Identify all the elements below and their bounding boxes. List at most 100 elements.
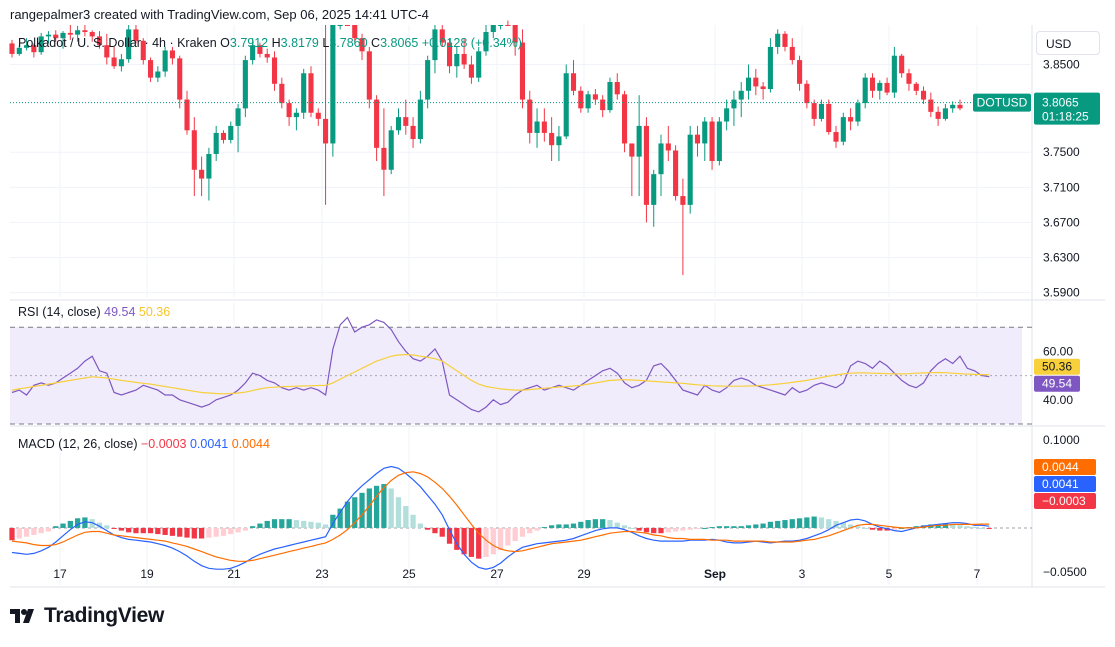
macd-histogram-bar [454, 527, 460, 550]
candle-body [279, 83, 285, 104]
macd-histogram-bar [913, 526, 919, 528]
candle-body [257, 45, 263, 54]
candle-body [374, 99, 380, 148]
candle-body [935, 111, 941, 119]
macd-histogram-bar [847, 524, 854, 528]
macd-histogram-bar [177, 527, 183, 537]
candle-body [869, 77, 876, 91]
candle-body [767, 46, 773, 90]
macd-histogram-bar [337, 508, 343, 528]
time-tick-label: 17 [53, 567, 67, 581]
macd-histogram-bar [439, 527, 445, 537]
candle-body [286, 103, 292, 118]
candle-body [468, 64, 474, 78]
macd-histogram-bar [600, 519, 606, 528]
macd-histogram-bar [286, 519, 292, 528]
candle-body [738, 90, 744, 100]
macd-histogram-bar [483, 527, 489, 557]
candle-body [301, 73, 307, 113]
last-price-label: 3.8065 [1042, 96, 1079, 110]
macd-histogram-bar [826, 519, 832, 528]
macd-histogram-bar [811, 516, 817, 528]
candle-body [804, 83, 810, 104]
macd-histogram-bar [621, 525, 628, 528]
macd-histogram-bar [694, 527, 701, 529]
macd-histogram-bar [643, 527, 650, 533]
price-legend: Polkadot / U. S. Dollar · 4h · Kraken O3… [18, 36, 522, 50]
candle-body [614, 82, 620, 95]
currency-button[interactable]: USD [1036, 31, 1100, 55]
candle-body [31, 45, 37, 53]
candle-body [344, 25, 350, 26]
candle-body [337, 25, 343, 26]
macd-histogram-bar [403, 506, 409, 528]
macd-histogram-bar [213, 527, 219, 537]
candle-body [308, 73, 314, 113]
macd-histogram-bar [381, 484, 387, 528]
rsi-badge [1034, 375, 1080, 392]
tradingview-logo[interactable]: TradingView [10, 604, 164, 628]
macd-line [11, 465, 990, 570]
macd-histogram-bar [629, 527, 635, 529]
candle-body [877, 82, 883, 91]
macd-histogram-bar [753, 524, 759, 528]
candle-body [950, 104, 956, 109]
candle-body [643, 125, 649, 205]
macd-histogram-bar [425, 527, 431, 530]
ohlc-value: 3.7912 [230, 36, 272, 50]
candle-body [716, 121, 722, 161]
rsi-legend-value: 49.54 [104, 305, 139, 319]
candle-body [206, 153, 212, 179]
macd-histogram-bar [527, 527, 533, 534]
candle-body [476, 51, 482, 78]
macd-histogram-bar [330, 514, 336, 528]
macd-histogram-bar [964, 526, 970, 528]
rsi-tick-label: 60.00 [1043, 344, 1073, 358]
candle-body [534, 121, 540, 133]
candle-body [410, 125, 416, 140]
macd-histogram-bar [31, 527, 37, 535]
macd-badge [1034, 493, 1096, 509]
macd-histogram-bar [206, 527, 212, 538]
candle-body [651, 174, 657, 205]
rsi-ma-badge [1034, 358, 1080, 375]
candle-body [24, 45, 30, 48]
candle-body [162, 50, 168, 72]
candle-body [578, 90, 584, 109]
macd-histogram-bar [804, 517, 810, 528]
macd-histogram-bar [512, 527, 518, 542]
macd-histogram-bar [271, 519, 278, 528]
price-pane: 3.8500 3.7500 3.7100 3.6700 3.6300 3.5900 17 19… [9, 20, 1100, 585]
candle-body [505, 25, 511, 26]
candle-body [155, 71, 161, 78]
candle-body [607, 82, 613, 111]
macd-badge-text: −0.0003 [1042, 494, 1086, 508]
macd-histogram-bar [505, 527, 511, 546]
rsi-ma-badge-text: 50.36 [1042, 360, 1072, 374]
macd-histogram-bar [235, 527, 241, 533]
candle-body [461, 53, 467, 65]
candle-body [920, 90, 927, 100]
macd-histogram-bar [147, 527, 154, 534]
candle-body [709, 121, 715, 161]
macd-histogram-bar [155, 527, 161, 535]
macd-histogram-bar [680, 527, 686, 531]
chart-created-caption: rangepalmer3 created with TradingView.co… [10, 7, 429, 22]
macd-histogram-bar [869, 527, 876, 530]
time-tick-label: 29 [577, 567, 591, 581]
macd-histogram-bar [556, 524, 562, 528]
candle-body [629, 143, 635, 157]
macd-badge [1034, 476, 1096, 492]
macd-histogram-bar [549, 525, 555, 528]
candle-body [884, 82, 890, 93]
ohlc-value: 3.7860 [329, 36, 371, 50]
macd-histogram-bar [468, 527, 475, 557]
symbol-tag-text: DOTUSD [977, 96, 1028, 110]
macd-histogram-bar [366, 488, 372, 528]
candle-body [53, 34, 59, 39]
symbol-title: Polkadot / U. S. Dollar · 4h · Kraken [18, 36, 220, 50]
candle-body [891, 55, 897, 93]
macd-histogram-bar [191, 527, 197, 539]
candle-body [395, 117, 402, 131]
